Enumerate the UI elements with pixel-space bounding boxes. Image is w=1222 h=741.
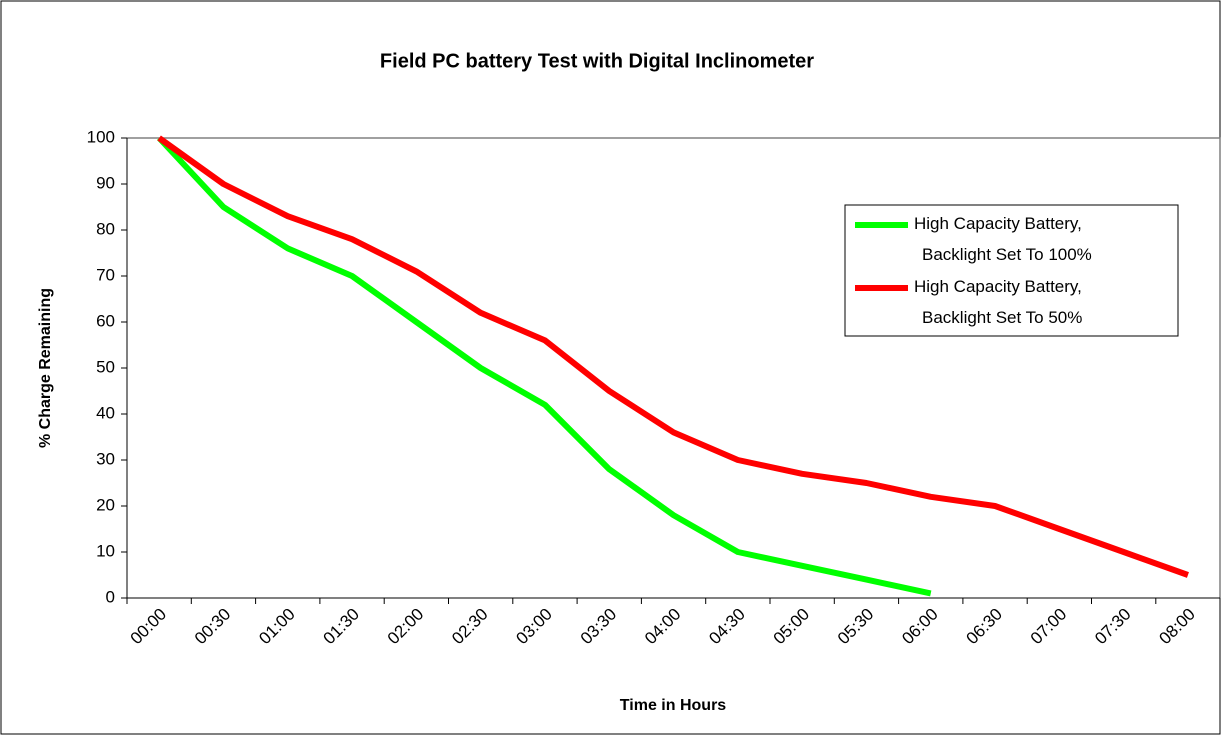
y-tick-label: 70 bbox=[96, 265, 115, 284]
legend-label-line: High Capacity Battery, bbox=[914, 214, 1082, 233]
legend-label-line: Backlight Set To 100% bbox=[922, 245, 1092, 264]
y-tick-label: 40 bbox=[96, 403, 115, 422]
y-tick-label: 50 bbox=[96, 357, 115, 376]
series-line bbox=[157, 135, 1189, 578]
plot-border bbox=[127, 137, 1221, 598]
legend-label-line: High Capacity Battery, bbox=[914, 277, 1082, 296]
y-tick-label: 0 bbox=[106, 587, 115, 606]
y-tick-label: 30 bbox=[96, 449, 115, 468]
y-axis-label: % Charge Remaining bbox=[37, 288, 54, 448]
series-line bbox=[156, 135, 932, 597]
y-tick-label: 90 bbox=[96, 173, 115, 192]
legend: High Capacity Battery, Backlight Set To 1… bbox=[844, 204, 1179, 337]
y-tick-label: 10 bbox=[96, 541, 115, 560]
legend-label: High Capacity Battery, Backlight Set To 1… bbox=[914, 214, 1092, 264]
y-tick-label: 80 bbox=[96, 219, 115, 238]
y-tick-label: 20 bbox=[96, 495, 115, 514]
chart-title: Field PC battery Test with Digital Incli… bbox=[380, 50, 814, 72]
y-tick-label: 60 bbox=[96, 311, 115, 330]
x-axis-label: Time in Hours bbox=[620, 697, 726, 714]
legend-label-line: Backlight Set To 50% bbox=[922, 308, 1082, 327]
y-tick-label: 100 bbox=[87, 127, 115, 146]
legend-label: High Capacity Battery, Backlight Set To 5… bbox=[914, 277, 1082, 327]
